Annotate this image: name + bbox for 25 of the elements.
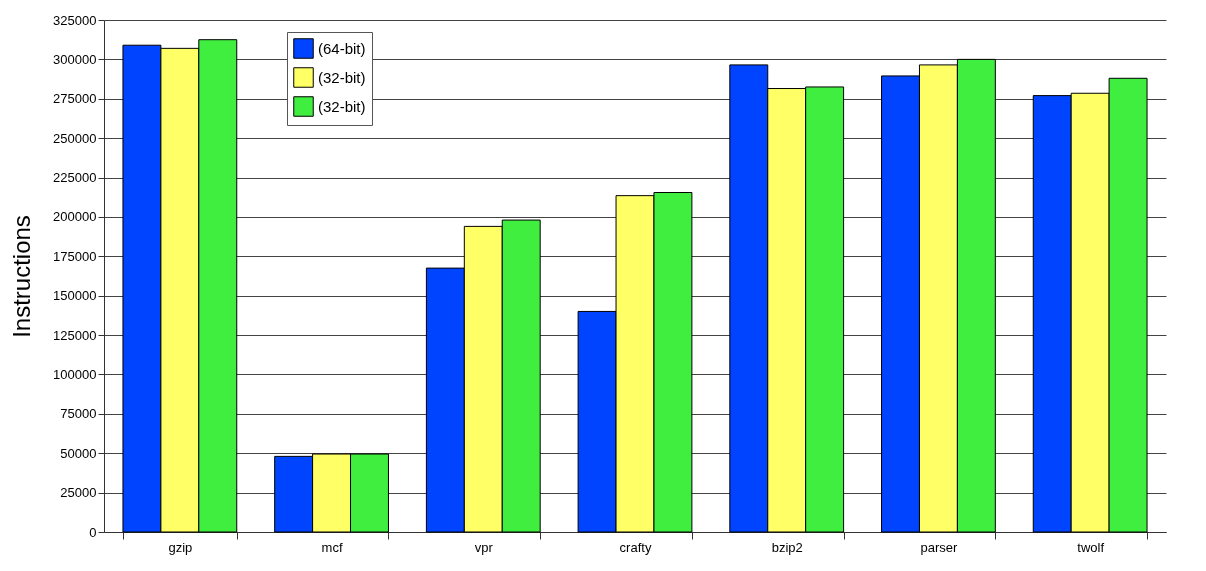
x-tick-label: parser bbox=[920, 539, 959, 555]
x-tick-label: bzip2 bbox=[771, 539, 803, 555]
y-tick-label: 325000 bbox=[53, 12, 97, 28]
y-tick-label: 50000 bbox=[60, 445, 97, 461]
x-tick-label: mcf bbox=[321, 539, 343, 555]
y-tick-label: 275000 bbox=[53, 91, 97, 107]
x-tick-label: vpr bbox=[474, 539, 494, 555]
y-axis-title: Instructions bbox=[8, 215, 36, 338]
y-tick-label: 250000 bbox=[53, 130, 97, 146]
y-tick-label: 200000 bbox=[53, 209, 97, 225]
legend-label: (32-bit) bbox=[318, 97, 366, 115]
x-tick-label: crafty bbox=[619, 539, 652, 555]
legend-label: (32-bit) bbox=[318, 68, 366, 86]
x-tick-label: twolf bbox=[1077, 539, 1105, 555]
legend-label: (64-bit) bbox=[318, 39, 366, 57]
y-tick-label: 0 bbox=[89, 524, 97, 540]
y-tick-label: 100000 bbox=[53, 366, 97, 382]
x-tick-label: gzip bbox=[168, 539, 193, 555]
y-tick-label: 175000 bbox=[53, 248, 97, 264]
y-tick-label: 225000 bbox=[53, 170, 97, 186]
y-tick-label: 25000 bbox=[60, 485, 97, 501]
y-tick-label: 125000 bbox=[53, 327, 97, 343]
y-tick-label: 75000 bbox=[60, 406, 97, 422]
y-tick-label: 150000 bbox=[53, 288, 97, 304]
y-tick-label: 300000 bbox=[53, 51, 97, 67]
